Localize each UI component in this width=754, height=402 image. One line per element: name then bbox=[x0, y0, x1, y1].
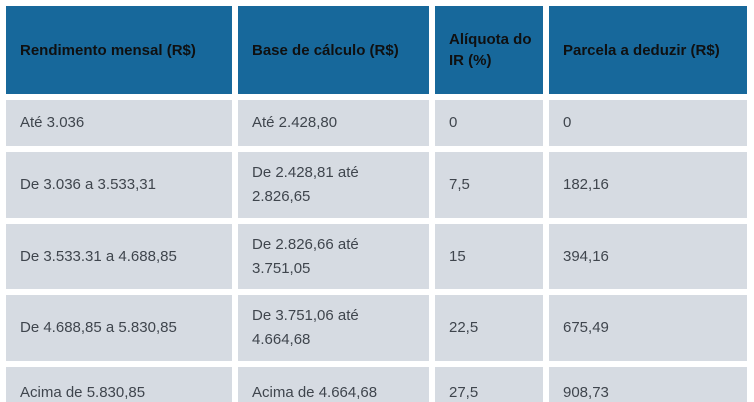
cell-aliquota: 0 bbox=[435, 100, 543, 146]
column-header-aliquota-ir: Alíquota do IR (%) bbox=[435, 6, 543, 94]
column-header-rendimento-mensal: Rendimento mensal (R$) bbox=[6, 6, 232, 94]
cell-parcela-deduzir: 908,73 bbox=[549, 367, 747, 402]
cell-base-calculo: Acima de 4.664,68 bbox=[238, 367, 429, 402]
cell-rendimento: Até 3.036 bbox=[6, 100, 232, 146]
cell-aliquota: 27,5 bbox=[435, 367, 543, 402]
cell-rendimento: De 3.036 a 3.533,31 bbox=[6, 152, 232, 218]
cell-parcela-deduzir: 675,49 bbox=[549, 295, 747, 361]
cell-aliquota: 15 bbox=[435, 224, 543, 289]
cell-base-calculo: De 3.751,06 até 4.664,68 bbox=[238, 295, 429, 361]
table-row: Até 3.036 Até 2.428,80 0 0 bbox=[6, 100, 747, 146]
cell-parcela-deduzir: 0 bbox=[549, 100, 747, 146]
cell-base-calculo: De 2.428,81 até 2.826,65 bbox=[238, 152, 429, 218]
column-header-parcela-a-deduzir: Parcela a deduzir (R$) bbox=[549, 6, 747, 94]
column-header-base-de-calculo: Base de cálculo (R$) bbox=[238, 6, 429, 94]
table-row: De 3.036 a 3.533,31 De 2.428,81 até 2.82… bbox=[6, 152, 747, 218]
cell-parcela-deduzir: 394,16 bbox=[549, 224, 747, 289]
cell-rendimento: Acima de 5.830,85 bbox=[6, 367, 232, 402]
table-row: De 4.688,85 a 5.830,85 De 3.751,06 até 4… bbox=[6, 295, 747, 361]
cell-parcela-deduzir: 182,16 bbox=[549, 152, 747, 218]
cell-rendimento: De 3.533.31 a 4.688,85 bbox=[6, 224, 232, 289]
table-row: De 3.533.31 a 4.688,85 De 2.826,66 até 3… bbox=[6, 224, 747, 289]
cell-aliquota: 7,5 bbox=[435, 152, 543, 218]
table-header-row: Rendimento mensal (R$) Base de cálculo (… bbox=[6, 6, 747, 94]
cell-base-calculo: De 2.826,66 até 3.751,05 bbox=[238, 224, 429, 289]
cell-aliquota: 22,5 bbox=[435, 295, 543, 361]
table-row: Acima de 5.830,85 Acima de 4.664,68 27,5… bbox=[6, 367, 747, 402]
cell-base-calculo: Até 2.428,80 bbox=[238, 100, 429, 146]
cell-rendimento: De 4.688,85 a 5.830,85 bbox=[6, 295, 232, 361]
